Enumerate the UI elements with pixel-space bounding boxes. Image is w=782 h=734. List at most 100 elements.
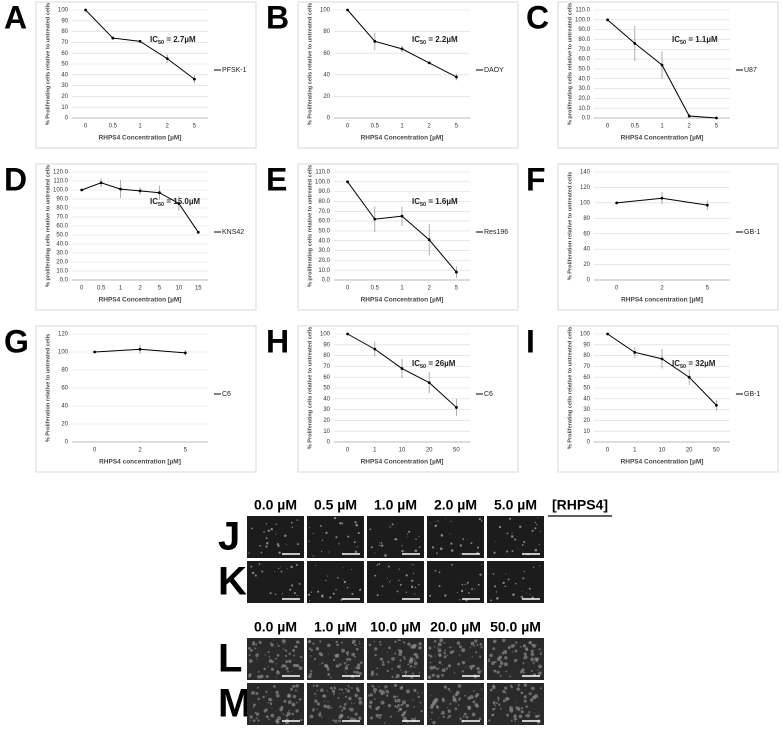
cell-speck	[355, 667, 357, 669]
y-tick-label: 90.0	[56, 197, 68, 203]
x-tick-label: 5	[193, 124, 197, 130]
cell-speck	[406, 721, 409, 724]
cell-speck	[462, 715, 465, 718]
cell-speck	[388, 581, 390, 583]
cell-speck	[475, 651, 478, 654]
cell-speck	[515, 701, 517, 703]
cell-speck	[267, 666, 269, 668]
data-point	[138, 347, 142, 351]
cell-speck	[300, 718, 303, 722]
y-tick-label: 20.0	[318, 258, 330, 264]
cell-speck	[251, 571, 255, 575]
cell-speck	[493, 669, 497, 673]
x-axis-label: RHPS4 Concentration [µM]	[99, 135, 182, 142]
cell-speck	[312, 709, 315, 712]
y-tick-label: 70	[323, 364, 330, 370]
cell-speck	[358, 640, 361, 643]
ic50-subscript: 50	[420, 364, 426, 370]
x-tick-label: 5	[455, 286, 459, 292]
cell-speck	[318, 713, 322, 717]
cell-speck	[434, 525, 437, 527]
cell-speck	[248, 674, 252, 678]
y-tick-label: 80	[583, 353, 590, 359]
cell-speck	[351, 652, 356, 657]
y-tick-label: 100	[580, 332, 591, 338]
cell-speck	[532, 643, 537, 648]
cell-speck	[498, 703, 501, 706]
cell-speck	[374, 654, 377, 657]
cell-speck	[528, 692, 532, 696]
cell-speck	[432, 702, 435, 706]
cell-speck	[394, 652, 397, 655]
cell-speck	[288, 659, 292, 664]
cell-speck	[455, 700, 457, 703]
column-header: 20.0 µM	[430, 619, 481, 635]
cell-speck	[445, 517, 447, 519]
y-axis-label: % proliferating cells relative to untrea…	[567, 3, 573, 125]
cell-speck	[437, 648, 442, 653]
cell-speck	[496, 702, 499, 705]
column-header: 0.0 µM	[254, 619, 297, 635]
cell-speck	[522, 577, 525, 580]
cell-speck	[540, 666, 542, 668]
cell-speck	[371, 670, 375, 674]
cell-speck	[257, 675, 261, 679]
cell-speck	[287, 670, 290, 673]
cell-speck	[447, 687, 451, 691]
cell-speck	[270, 704, 272, 706]
cell-speck	[273, 685, 276, 688]
cell-speck	[310, 648, 313, 652]
ic50-prefix: IC	[672, 359, 680, 368]
cell-speck	[347, 716, 350, 719]
x-tick-label: 0.5	[371, 286, 380, 292]
cell-speck	[464, 694, 467, 697]
cell-speck	[538, 565, 541, 567]
data-point	[705, 203, 709, 207]
ic50-annotation: IC50 = 26µM	[412, 359, 456, 370]
x-axis-label: RHPS4 Concentration [µM]	[621, 135, 704, 142]
cell-speck	[509, 675, 512, 678]
cell-speck	[437, 642, 442, 647]
cell-speck	[290, 670, 292, 672]
cell-speck	[317, 590, 320, 593]
cell-speck	[459, 544, 463, 547]
cell-speck	[316, 690, 318, 692]
ic50-prefix: IC	[412, 359, 420, 368]
cell-speck	[461, 648, 466, 653]
cell-speck	[315, 647, 320, 651]
cell-speck	[256, 658, 258, 660]
data-point	[373, 347, 377, 351]
cell-speck	[480, 670, 482, 672]
cell-speck	[280, 570, 283, 573]
y-tick-label: 20	[323, 94, 330, 100]
cell-speck	[391, 523, 394, 526]
cell-speck	[470, 668, 472, 670]
chart-frame	[557, 1, 779, 149]
cell-speck	[374, 552, 376, 554]
x-tick-label: 0	[346, 448, 350, 454]
cell-speck	[397, 664, 401, 669]
x-tick-label: 0.5	[371, 124, 380, 130]
cell-speck	[492, 573, 495, 575]
cell-speck	[394, 700, 397, 703]
cell-speck	[405, 710, 407, 712]
cell-speck	[354, 712, 358, 716]
cell-speck	[351, 592, 354, 595]
cell-speck	[347, 654, 349, 656]
cell-speck	[476, 644, 479, 647]
cell-speck	[520, 710, 524, 714]
cell-speck	[273, 639, 275, 641]
cell-speck	[509, 708, 514, 713]
column-header: 5.0 µM	[494, 497, 537, 513]
cell-speck	[386, 669, 390, 673]
cell-speck	[535, 644, 537, 646]
y-tick-label: 40	[323, 396, 330, 402]
cell-speck	[412, 564, 414, 566]
y-tick-label: 20	[61, 422, 68, 428]
x-tick-label: 0.5	[97, 286, 106, 292]
cell-speck	[537, 669, 539, 671]
cell-speck	[476, 551, 479, 554]
cell-speck	[414, 549, 418, 553]
cell-speck	[344, 695, 348, 698]
